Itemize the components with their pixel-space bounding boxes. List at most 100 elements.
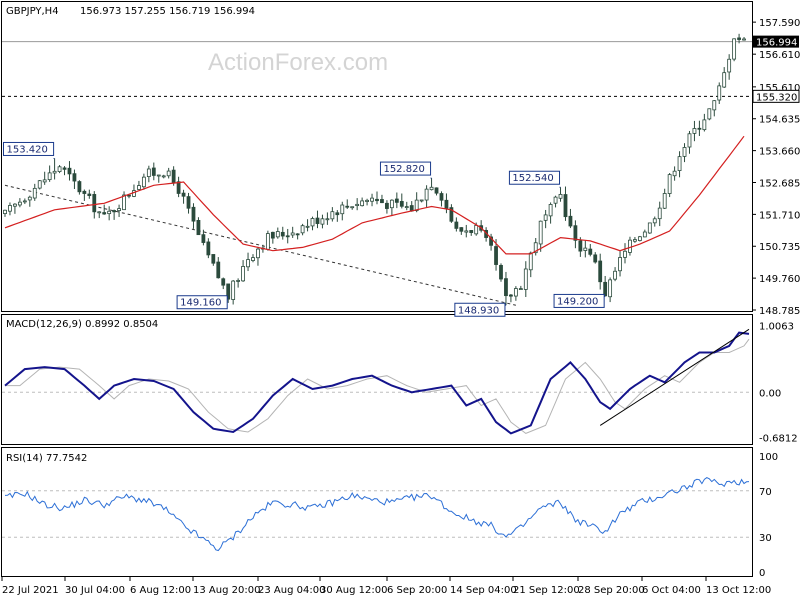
candle [598,253,603,290]
candle [504,271,508,306]
candles [3,33,746,306]
candle [305,219,310,232]
candle [499,263,503,282]
candle [578,237,583,257]
candle [518,285,523,291]
price-axis: 157.590 156.610 155.610 154.635 153.660 152.6… [752,18,800,317]
time-tick-label: 30 Aug 12:00 [320,585,387,596]
candle [107,206,112,221]
time-tick-label: 21 Sep 12:00 [513,585,580,596]
price-annotation-text: 152.820 [383,164,424,175]
candle [3,209,7,217]
price-annotation: 148.930 [454,302,506,317]
candle [394,192,399,209]
macd-label: MACD(12,26,9) 0.8992 0.8504 [6,319,158,330]
price-annotation-text: 149.200 [557,296,598,307]
candle [102,204,107,215]
candle [127,194,131,199]
candle [251,254,255,263]
candle [141,173,146,190]
candle [52,158,57,180]
candle [27,195,32,207]
rsi-tick-label: 0 [759,568,765,579]
price-tick-label: 151.710 [759,210,800,221]
candle [682,143,687,163]
level-lines: 156.994 155.320 [2,35,800,103]
candle [717,82,722,104]
candle [563,186,568,221]
candle [399,193,404,209]
candle [77,180,82,195]
candle [122,191,126,211]
time-tick-label: 13 Oct 12:00 [706,585,771,596]
candle [464,224,469,238]
candle [360,197,365,207]
time-tick-label: 14 Sep 04:00 [450,585,517,596]
candle [707,108,712,121]
candle [156,174,161,183]
candle [667,172,672,198]
candle [37,180,42,190]
candle [375,191,379,205]
candle [568,208,573,229]
macd-panel-frame [1,314,753,445]
candle [628,236,632,256]
candle [573,220,578,249]
macd-line [4,331,750,435]
candle [216,257,221,279]
current-price-tag [753,35,799,48]
candle [742,36,746,41]
candle [236,278,241,288]
ohlc-values: 156.973 157.255 156.719 156.994 [80,6,255,17]
price-annotation: 152.540 [508,170,561,188]
time-tick-label: 13 Aug 20:00 [193,585,260,596]
rsi-tick-label: 100 [759,452,778,463]
price-tick-label: 149.760 [759,274,800,285]
candle [295,233,300,240]
candle [151,162,156,181]
candle [350,206,355,210]
candle [608,277,613,303]
candle [275,227,280,239]
candle [161,174,166,179]
candle [389,199,394,216]
candle [692,120,697,142]
watermark: ActionForex.com [208,49,388,76]
candle [454,217,459,232]
candle [117,204,121,217]
candle [226,283,231,303]
price-tick-label: 154.635 [759,115,800,126]
price-tick-label: 155.610 [759,83,800,94]
moving-average [4,135,745,255]
candle [181,189,186,204]
candle [439,191,444,207]
price-tick-label: 150.735 [759,242,800,253]
candle [697,120,702,136]
candle [97,211,102,219]
candle [722,67,727,88]
price-annotation-text: 153.420 [7,144,48,155]
candle [712,100,717,117]
macd-tick-label: 1.0063 [759,322,794,333]
time-tick-label: 30 Jul 04:00 [65,585,125,596]
candle [146,165,151,183]
candle [32,183,37,201]
candle [87,189,92,199]
candle [429,178,434,191]
candle [414,192,419,213]
candle [47,165,52,182]
candle [513,286,518,301]
candle [538,220,543,252]
candle [618,251,622,277]
time-axis: 22 Jul 2021 30 Jul 04:00 6 Aug 12:00 13 Aug… [1,577,771,596]
candle [57,165,62,174]
candle [434,187,439,196]
candle [231,279,236,305]
price-tick-label: 157.590 [759,18,800,29]
candle [340,201,345,221]
candle [662,188,667,210]
candle [330,207,335,222]
rsi-line [4,477,750,552]
candle [256,246,260,266]
candle [732,38,737,62]
